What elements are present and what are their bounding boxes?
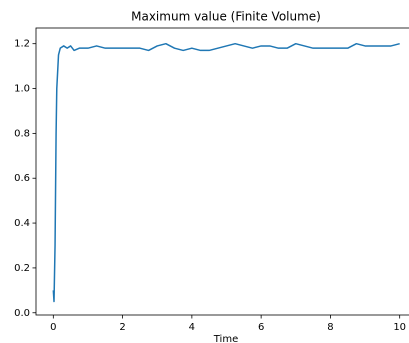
y-tick-label: 0.0	[14, 308, 30, 319]
x-tick-label: 10	[393, 322, 406, 333]
x-tick-label: 4	[189, 322, 195, 333]
x-tick-label: 0	[50, 322, 56, 333]
y-tick-label: 0.2	[14, 263, 30, 274]
y-tick-label: 0.6	[14, 173, 30, 184]
y-tick-label: 1.2	[14, 39, 30, 50]
data-line	[52, 42, 400, 303]
x-tick-label: 6	[258, 322, 264, 333]
x-tick-label: 2	[119, 322, 125, 333]
plot-frame	[35, 27, 409, 316]
x-tick-label: 8	[327, 322, 333, 333]
y-tick-label: 0.4	[14, 218, 30, 229]
x-axis-label: Time	[213, 334, 238, 343]
chart-title: Maximum value (Finite Volume)	[131, 10, 321, 24]
y-tick-label: 0.8	[14, 128, 30, 139]
y-tick-label: 1.0	[14, 84, 30, 95]
